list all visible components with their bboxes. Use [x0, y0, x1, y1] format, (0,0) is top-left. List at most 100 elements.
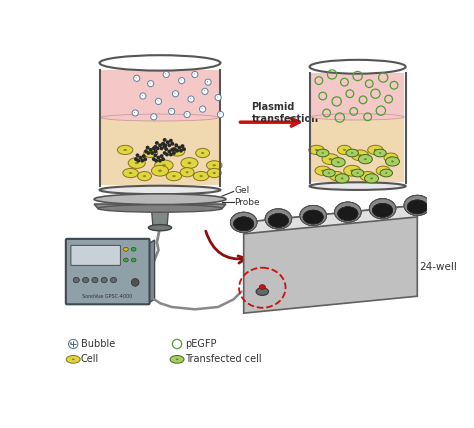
Ellipse shape [207, 168, 221, 178]
Ellipse shape [169, 153, 173, 157]
Ellipse shape [148, 225, 172, 231]
Ellipse shape [177, 146, 182, 149]
Ellipse shape [82, 277, 89, 283]
Ellipse shape [300, 205, 326, 226]
Ellipse shape [137, 159, 140, 163]
Text: Bubble: Bubble [81, 339, 115, 349]
Ellipse shape [205, 79, 211, 85]
Ellipse shape [321, 169, 325, 172]
Ellipse shape [391, 160, 394, 162]
Ellipse shape [155, 160, 173, 171]
Ellipse shape [174, 92, 175, 94]
Ellipse shape [303, 210, 323, 224]
Ellipse shape [169, 108, 175, 115]
Ellipse shape [146, 146, 149, 149]
Ellipse shape [351, 152, 354, 154]
Ellipse shape [181, 158, 198, 168]
Ellipse shape [175, 150, 179, 152]
Ellipse shape [135, 162, 139, 164]
Ellipse shape [131, 258, 136, 262]
Ellipse shape [215, 95, 221, 101]
Ellipse shape [163, 145, 166, 149]
Ellipse shape [268, 214, 289, 227]
Ellipse shape [171, 148, 174, 152]
Ellipse shape [175, 149, 179, 153]
Ellipse shape [230, 212, 257, 232]
Ellipse shape [265, 209, 292, 229]
Ellipse shape [69, 339, 78, 348]
Ellipse shape [150, 151, 154, 155]
Ellipse shape [204, 90, 205, 91]
Ellipse shape [369, 199, 396, 219]
Ellipse shape [101, 277, 107, 283]
Ellipse shape [157, 100, 158, 101]
Ellipse shape [335, 202, 361, 222]
Ellipse shape [366, 175, 369, 177]
Ellipse shape [364, 158, 367, 160]
Ellipse shape [155, 141, 159, 145]
Ellipse shape [268, 214, 289, 227]
Ellipse shape [140, 159, 144, 163]
Ellipse shape [151, 114, 157, 120]
Ellipse shape [182, 147, 186, 151]
Ellipse shape [335, 174, 349, 183]
Ellipse shape [101, 114, 219, 121]
Ellipse shape [404, 195, 430, 215]
Ellipse shape [179, 77, 185, 84]
Text: Transfected cell: Transfected cell [185, 354, 262, 364]
Polygon shape [244, 205, 417, 313]
Ellipse shape [358, 154, 362, 157]
Ellipse shape [346, 149, 358, 157]
Ellipse shape [129, 172, 132, 174]
Ellipse shape [335, 202, 361, 222]
Ellipse shape [163, 71, 169, 77]
Polygon shape [94, 204, 226, 208]
Text: SonoVue GPSC-4000: SonoVue GPSC-4000 [82, 294, 132, 299]
Ellipse shape [356, 172, 359, 174]
Ellipse shape [180, 168, 194, 177]
Ellipse shape [100, 55, 220, 71]
Ellipse shape [323, 169, 335, 177]
Ellipse shape [268, 214, 289, 227]
Ellipse shape [369, 199, 396, 219]
FancyBboxPatch shape [66, 239, 149, 304]
Ellipse shape [234, 217, 254, 231]
Ellipse shape [153, 116, 154, 117]
Ellipse shape [335, 202, 361, 222]
Ellipse shape [165, 153, 169, 157]
Ellipse shape [385, 157, 400, 166]
Ellipse shape [201, 152, 204, 154]
Ellipse shape [137, 172, 152, 181]
Ellipse shape [370, 178, 373, 179]
Ellipse shape [140, 93, 146, 99]
Ellipse shape [94, 194, 226, 205]
Ellipse shape [118, 145, 133, 155]
Ellipse shape [200, 106, 206, 112]
Ellipse shape [123, 149, 127, 151]
Ellipse shape [170, 356, 184, 363]
Ellipse shape [143, 157, 147, 161]
Ellipse shape [152, 165, 169, 176]
Ellipse shape [358, 155, 373, 164]
Ellipse shape [192, 71, 198, 77]
Ellipse shape [218, 111, 224, 118]
Ellipse shape [185, 171, 189, 173]
Ellipse shape [321, 152, 324, 154]
Text: Cell: Cell [81, 354, 99, 364]
Ellipse shape [369, 199, 396, 219]
Ellipse shape [407, 200, 428, 214]
Ellipse shape [169, 147, 185, 156]
Ellipse shape [134, 112, 135, 113]
Ellipse shape [265, 209, 292, 229]
Ellipse shape [404, 195, 430, 215]
Ellipse shape [404, 195, 430, 215]
Ellipse shape [158, 169, 162, 172]
Ellipse shape [365, 174, 379, 183]
Ellipse shape [162, 164, 166, 166]
Ellipse shape [144, 149, 158, 158]
Ellipse shape [193, 172, 209, 181]
Ellipse shape [167, 149, 171, 153]
Ellipse shape [368, 145, 383, 155]
Ellipse shape [331, 158, 345, 167]
Ellipse shape [341, 178, 344, 179]
